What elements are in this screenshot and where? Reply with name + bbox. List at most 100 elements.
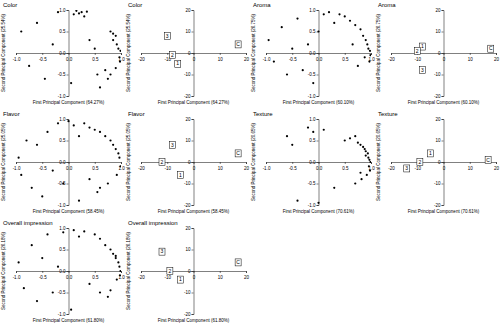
tick-mark xyxy=(141,53,142,55)
loading-point xyxy=(118,157,120,159)
loading-point xyxy=(333,22,335,24)
plot-area xyxy=(164,32,241,67)
loading-point xyxy=(338,13,340,15)
loading-point xyxy=(307,43,309,45)
tick-label: -10 xyxy=(164,166,171,171)
loading-point xyxy=(88,178,90,180)
tick: 0.0 xyxy=(309,51,318,56)
score-point xyxy=(235,41,241,48)
tick-label: 0.5 xyxy=(59,247,66,252)
tick: 1.0 xyxy=(59,226,68,231)
tick-mark xyxy=(442,184,444,185)
tick-label: -0.5 xyxy=(308,181,316,186)
tick: -1.0 xyxy=(13,271,21,280)
x-axis-title: First Principal Component (70.61%) xyxy=(408,209,480,214)
tick: 1.0 xyxy=(118,162,125,171)
tick-mark xyxy=(292,53,293,55)
axis-line xyxy=(67,120,70,206)
tick-label: -10 xyxy=(164,275,171,280)
tick: 0.0 xyxy=(59,269,68,274)
tick: -10 xyxy=(184,290,194,295)
panel-title: Color xyxy=(3,2,17,8)
loading-point xyxy=(104,244,106,246)
tick-label: 1.0 xyxy=(118,57,125,62)
loading-point xyxy=(73,229,75,231)
score-point xyxy=(485,156,491,163)
panel: -1.0-0.50.00.51.0-1.0-0.50.00.51.0ColorF… xyxy=(1,2,125,105)
loading-point xyxy=(365,150,367,152)
loading-point xyxy=(362,35,364,37)
tick-label: 20 xyxy=(435,117,441,122)
tick: 20 xyxy=(244,162,250,171)
tick: 0 xyxy=(188,269,194,274)
tick-mark xyxy=(16,271,17,273)
tick-label: -1.0 xyxy=(58,203,66,208)
tick-label: -20 xyxy=(184,312,191,317)
axis-line xyxy=(67,229,70,315)
tick-mark xyxy=(192,10,194,11)
tick-mark xyxy=(345,53,346,55)
tick: 10 xyxy=(185,247,193,252)
loading-point xyxy=(117,48,119,50)
point-label: C xyxy=(486,157,490,163)
tick: 10 xyxy=(185,138,193,143)
tick-mark xyxy=(317,162,319,163)
panel: -20-1001020-20-1001020321CFlavorFirst Pr… xyxy=(126,111,249,214)
loading-point xyxy=(312,131,314,133)
loading-point xyxy=(116,43,118,45)
tick-label: -10 xyxy=(414,57,421,62)
point-label: 3 xyxy=(161,248,164,254)
tick: 0.5 xyxy=(92,162,99,171)
tick: -1.0 xyxy=(308,203,319,208)
loading-point xyxy=(296,18,298,20)
loading-point xyxy=(83,122,85,124)
tick-label: -1.0 xyxy=(308,203,316,208)
y-axis: -20-1001020 xyxy=(184,117,194,208)
loading-point xyxy=(112,39,114,41)
tick: 10 xyxy=(218,271,224,280)
score-point xyxy=(170,141,176,148)
tick-mark xyxy=(317,205,319,206)
loading-point xyxy=(67,120,69,122)
loading-point xyxy=(41,195,43,197)
loading-point xyxy=(368,61,370,63)
tick-label: 10 xyxy=(435,138,441,143)
tick-label: -0.5 xyxy=(289,166,297,171)
tick: -0.5 xyxy=(289,53,297,62)
tick-mark xyxy=(67,228,69,229)
tick-mark xyxy=(220,271,221,273)
tick-label: 20 xyxy=(494,166,500,171)
tick-label: 20 xyxy=(185,8,191,13)
tick-label: -20 xyxy=(138,166,145,171)
tick: 0 xyxy=(438,51,444,56)
plot-area xyxy=(18,120,121,202)
tick-mark xyxy=(67,184,69,185)
loading-point xyxy=(357,142,359,144)
loading-point xyxy=(52,291,54,293)
x-axis-title: First Principal Component (60.10%) xyxy=(408,100,480,105)
panel: -20-1001020-20-1001020123CAromaFirst Pri… xyxy=(376,2,499,105)
tick-mark xyxy=(317,141,319,142)
point-label: 1 xyxy=(176,60,179,66)
panel: -20-1001020-20-1001020321COverall impres… xyxy=(126,220,249,323)
tick-label: 0.5 xyxy=(309,29,316,34)
loading-point xyxy=(323,129,325,131)
score-point xyxy=(427,150,433,157)
tick-mark xyxy=(192,314,194,315)
tick: -20 xyxy=(434,94,444,99)
y-axis: -20-1001020 xyxy=(434,117,444,208)
tick-label: 10 xyxy=(218,275,224,280)
loading-point xyxy=(44,78,46,80)
loading-point xyxy=(323,13,325,15)
tick-mark xyxy=(496,53,497,55)
point-label: C xyxy=(236,41,240,47)
tick: 10 xyxy=(218,162,224,171)
loading-point xyxy=(286,73,288,75)
tick: -1.0 xyxy=(13,53,21,62)
loading-point xyxy=(25,139,27,141)
loading-point xyxy=(296,200,298,202)
tick: 20 xyxy=(185,117,193,122)
loading-point xyxy=(112,253,114,255)
panel: -1.0-0.50.00.51.0-1.0-0.50.00.51.0Textur… xyxy=(251,111,375,214)
tick-mark xyxy=(292,162,293,164)
